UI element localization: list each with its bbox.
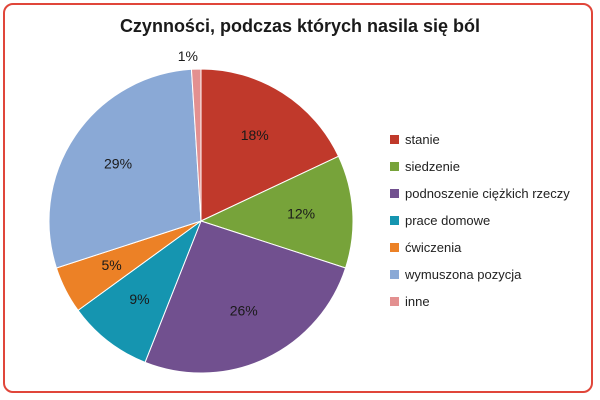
legend-item-prace-domowe: prace domowe <box>390 207 570 234</box>
legend-swatch <box>390 270 399 279</box>
data-label-podnoszenie-ciezkich-rzeczy: 26% <box>230 302 258 318</box>
legend-label: ćwiczenia <box>405 240 462 255</box>
data-label-inne: 1% <box>178 48 198 64</box>
legend-item-inne: inne <box>390 288 570 315</box>
legend-swatch <box>390 189 399 198</box>
legend-item-podnoszenie-ciezkich-rzeczy: podnoszenie ciężkich rzeczy <box>390 180 570 207</box>
chart-title: Czynności, podczas których nasila się bó… <box>119 16 481 36</box>
chart-legend: stanie siedzenie podnoszenie ciężkich rzec… <box>390 126 570 315</box>
pie-slice-prace-domowe <box>77 219 203 363</box>
legend-label: stanie <box>405 132 440 147</box>
legend-swatch <box>390 297 399 306</box>
pie-slice-wymuszona-pozycja <box>48 68 202 269</box>
legend-swatch <box>390 162 399 171</box>
legend-label: inne <box>405 294 430 309</box>
data-label-siedzenie: 12% <box>287 205 315 221</box>
legend-swatch <box>390 216 399 225</box>
data-label-prace-domowe: 9% <box>129 291 149 307</box>
legend-label: podnoszenie ciężkich rzeczy <box>405 186 570 201</box>
legend-label: siedzenie <box>405 159 460 174</box>
legend-label: prace domowe <box>405 213 491 228</box>
legend-swatch <box>390 243 399 252</box>
legend-item-wymuszona-pozycja: wymuszona pozycja <box>390 261 570 288</box>
legend-item-siedzenie: siedzenie <box>390 153 570 180</box>
legend-item-stanie: stanie <box>390 126 570 153</box>
pie-slice-inne <box>190 68 202 222</box>
pie-slice-stanie <box>200 68 340 222</box>
legend-label: wymuszona pozycja <box>405 267 522 282</box>
legend-item-cwiczenia: ćwiczenia <box>390 234 570 261</box>
legend-swatch <box>390 135 399 144</box>
pie-slice-podnoszenie-ciezkich-rzeczy <box>144 220 347 374</box>
data-label-wymuszona-pozycja: 29% <box>104 155 132 171</box>
pie-slice-siedzenie <box>199 155 354 269</box>
data-label-cwiczenia: 5% <box>101 257 121 273</box>
data-label-stanie: 18% <box>241 127 269 143</box>
